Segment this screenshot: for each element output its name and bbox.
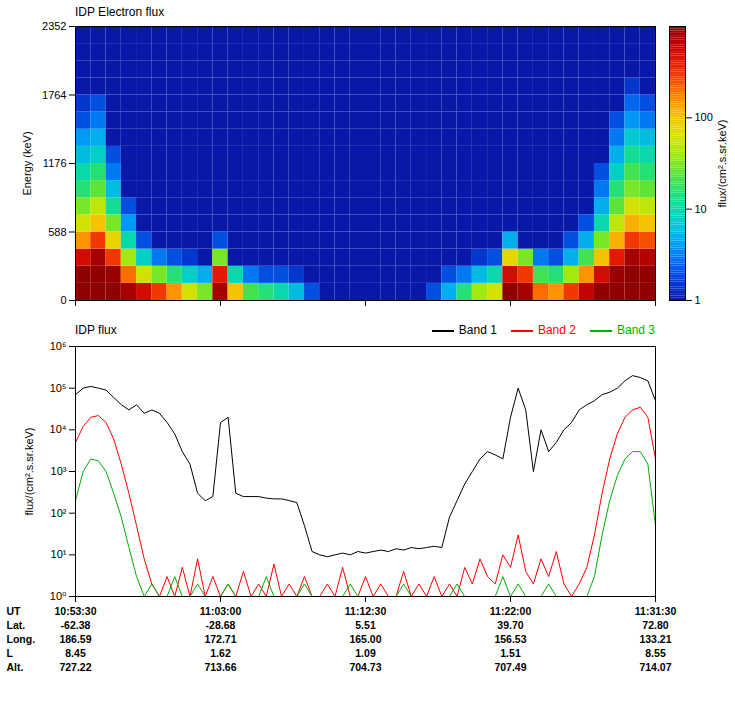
html-text:Band 3: Band 3 [617, 323, 655, 337]
svg-text:1.51: 1.51 [500, 647, 521, 659]
svg-text:5.51: 5.51 [355, 619, 376, 631]
svg-text:11:03:00: 11:03:00 [200, 605, 242, 617]
svg-text:L: L [7, 647, 14, 659]
svg-text:Long.: Long. [7, 633, 36, 645]
svg-text:156.53: 156.53 [494, 633, 526, 645]
svg-text:11:22:00: 11:22:00 [490, 605, 532, 617]
svg-text:588: 588 [48, 226, 66, 238]
svg-text:714.07: 714.07 [639, 661, 671, 673]
svg-text:704.73: 704.73 [349, 661, 381, 673]
svg-text:172.71: 172.71 [204, 633, 236, 645]
svg-text:186.59: 186.59 [59, 633, 91, 645]
svg-text:707.49: 707.49 [494, 661, 526, 673]
svg-text:1.62: 1.62 [210, 647, 231, 659]
svg-text:2352: 2352 [42, 20, 66, 32]
html-text:IDP Electron flux: IDP Electron flux [75, 5, 165, 19]
svg-text:flux/(cm².s.sr.keV): flux/(cm².s.sr.keV) [23, 427, 35, 515]
svg-text:-28.68: -28.68 [206, 619, 236, 631]
svg-text:133.21: 133.21 [639, 633, 671, 645]
html-text:IDP flux: IDP flux [75, 323, 117, 337]
svg-text:Energy (keV): Energy (keV) [21, 131, 33, 195]
svg-text:Lat.: Lat. [7, 619, 26, 631]
svg-text:0: 0 [60, 294, 66, 306]
svg-text:11:12:30: 11:12:30 [345, 605, 387, 617]
svg-text:10⁵: 10⁵ [50, 382, 67, 394]
svg-text:10: 10 [695, 203, 707, 215]
svg-text:72.80: 72.80 [642, 619, 668, 631]
svg-text:8.45: 8.45 [65, 647, 86, 659]
svg-text:713.66: 713.66 [204, 661, 236, 673]
svg-text:Alt.: Alt. [7, 661, 24, 673]
svg-text:10¹: 10¹ [51, 548, 67, 560]
svg-text:10³: 10³ [51, 465, 67, 477]
svg-text:39.70: 39.70 [497, 619, 523, 631]
svg-text:1: 1 [695, 294, 701, 306]
svg-text:-62.38: -62.38 [61, 619, 91, 631]
html-text:Band 1: Band 1 [458, 323, 497, 337]
svg-text:flux/(cm².s.sr.keV): flux/(cm².s.sr.keV) [716, 119, 728, 207]
svg-text:165.00: 165.00 [349, 633, 381, 645]
svg-text:8.55: 8.55 [645, 647, 666, 659]
svg-text:11:31:30: 11:31:30 [635, 605, 677, 617]
svg-text:UT: UT [7, 605, 22, 617]
svg-text:1176: 1176 [43, 157, 67, 169]
svg-text:10²: 10² [51, 507, 67, 519]
svg-text:1.09: 1.09 [355, 647, 376, 659]
svg-text:10⁴: 10⁴ [50, 423, 67, 435]
svg-text:1764: 1764 [42, 89, 66, 101]
html-text:Band 2: Band 2 [537, 323, 576, 337]
svg-text:100: 100 [695, 111, 713, 123]
svg-text:10:53:30: 10:53:30 [54, 605, 96, 617]
svg-text:727.22: 727.22 [59, 661, 91, 673]
svg-text:10⁶: 10⁶ [50, 340, 67, 352]
svg-text:10⁰: 10⁰ [50, 590, 67, 602]
